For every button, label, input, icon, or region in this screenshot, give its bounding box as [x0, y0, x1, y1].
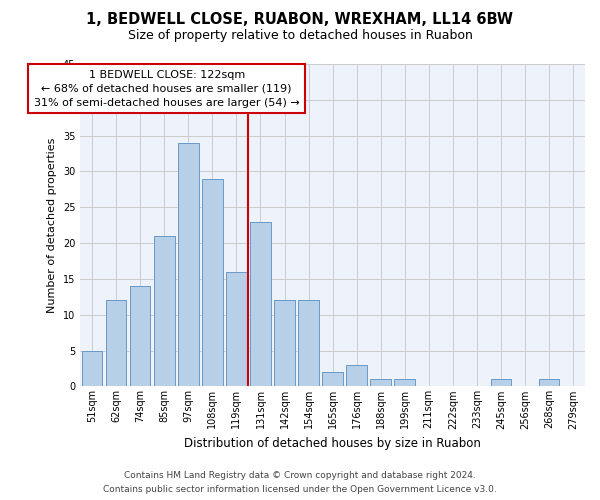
Text: 1, BEDWELL CLOSE, RUABON, WREXHAM, LL14 6BW: 1, BEDWELL CLOSE, RUABON, WREXHAM, LL14 …	[86, 12, 514, 28]
Bar	[106, 300, 127, 386]
Text: Contains HM Land Registry data © Crown copyright and database right 2024.
Contai: Contains HM Land Registry data © Crown c…	[103, 472, 497, 494]
Text: Size of property relative to detached houses in Ruabon: Size of property relative to detached ho…	[128, 29, 472, 42]
Bar	[539, 379, 559, 386]
Bar	[202, 178, 223, 386]
Text: 1 BEDWELL CLOSE: 122sqm
← 68% of detached houses are smaller (119)
31% of semi-d: 1 BEDWELL CLOSE: 122sqm ← 68% of detache…	[34, 70, 299, 108]
X-axis label: Distribution of detached houses by size in Ruabon: Distribution of detached houses by size …	[184, 437, 481, 450]
Bar	[274, 300, 295, 386]
Bar	[346, 365, 367, 386]
Bar	[322, 372, 343, 386]
Bar	[226, 272, 247, 386]
Bar	[491, 379, 511, 386]
Bar	[178, 143, 199, 386]
Bar	[82, 350, 103, 386]
Bar	[154, 236, 175, 386]
Bar	[250, 222, 271, 386]
Bar	[298, 300, 319, 386]
Bar	[370, 379, 391, 386]
Y-axis label: Number of detached properties: Number of detached properties	[47, 138, 57, 313]
Bar	[394, 379, 415, 386]
Bar	[130, 286, 151, 386]
